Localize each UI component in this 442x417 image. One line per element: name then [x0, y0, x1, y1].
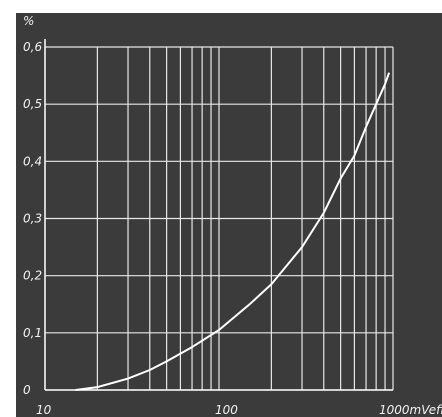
series-layer — [75, 72, 391, 391]
axes — [44, 39, 393, 391]
tick-labels: 0 0,1 0,2 0,3 0,4 0,5 0,6% 10 100 1000mVeff — [23, 14, 442, 417]
y-tick-label: 0,4 — [23, 154, 42, 168]
y-unit-label: % — [23, 14, 34, 28]
y-tick-label: 0 — [23, 383, 31, 397]
y-tick-label: 0,5 — [23, 97, 42, 111]
x-tick-label: 10 — [36, 403, 52, 417]
x-tick-label: 100 — [215, 403, 238, 417]
y-tick-label: 0,6 — [23, 40, 42, 54]
series-line — [75, 72, 391, 391]
grid — [45, 46, 394, 391]
y-tick-label: 0,3 — [23, 212, 42, 226]
x-tick-label: 1000mVeff — [379, 403, 442, 417]
y-tick-label: 0,2 — [23, 269, 42, 283]
y-tick-label: 0,1 — [23, 326, 42, 340]
chart-background — [16, 13, 442, 417]
